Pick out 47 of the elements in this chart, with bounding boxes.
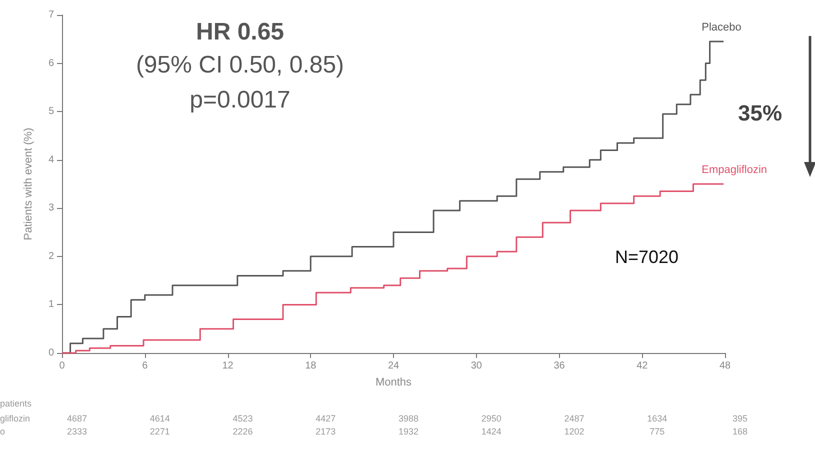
- text: 1424: [481, 426, 502, 436]
- x-tick-label: 12: [222, 360, 234, 372]
- text: 2333: [66, 426, 88, 436]
- y-axis-title: Patients with event (%): [22, 128, 34, 240]
- text: 2226: [232, 426, 253, 436]
- text: 2271: [150, 426, 170, 436]
- text: patients: [0, 398, 32, 408]
- text: 2950: [481, 414, 502, 424]
- text: 775: [650, 426, 665, 436]
- text: 4427: [316, 414, 336, 424]
- text: 35%: [738, 100, 782, 126]
- text: 2173: [316, 426, 336, 436]
- annotation: (95% CI 0.50, 0.85): [136, 52, 344, 78]
- text: 3988: [398, 414, 419, 424]
- x-tick-label: 0: [59, 360, 66, 372]
- text: 4523: [232, 414, 253, 424]
- y-tick-label: 0: [48, 348, 54, 358]
- x-axis-title: Months: [375, 376, 412, 388]
- text: 1932: [398, 426, 419, 436]
- annotation: p=0.0017: [190, 86, 290, 114]
- x-tick-label: 18: [305, 360, 317, 372]
- annotation: HR 0.65: [196, 18, 284, 46]
- y-tick-label: 6: [48, 58, 54, 69]
- x-tick-label: 30: [470, 360, 482, 372]
- y-tick-label: 5: [48, 106, 54, 118]
- x-tick-label: 48: [719, 360, 731, 372]
- text: 4687: [66, 414, 88, 424]
- text: 1634: [647, 414, 668, 424]
- series-label: Empagliflozin: [702, 164, 768, 176]
- x-tick-label: 42: [636, 360, 648, 372]
- text: 1202: [564, 426, 584, 436]
- x-tick-label: 36: [554, 360, 566, 372]
- text: 168: [732, 426, 748, 436]
- text: o: [0, 426, 6, 436]
- text: 4614: [150, 414, 170, 424]
- series-label: Placebo: [702, 22, 742, 34]
- y-tick-label: 7: [48, 10, 54, 20]
- y-tick-label: 2: [48, 250, 54, 262]
- x-tick-label: 6: [142, 360, 148, 372]
- text: 2487: [564, 414, 584, 424]
- x-tick-label: 24: [388, 360, 400, 372]
- y-tick-label: 3: [48, 202, 54, 214]
- annotation: N=7020: [615, 247, 679, 267]
- text: 395: [732, 414, 748, 424]
- y-tick-label: 1: [48, 299, 54, 310]
- y-tick-label: 4: [48, 154, 54, 166]
- text: gliflozin: [0, 414, 30, 424]
